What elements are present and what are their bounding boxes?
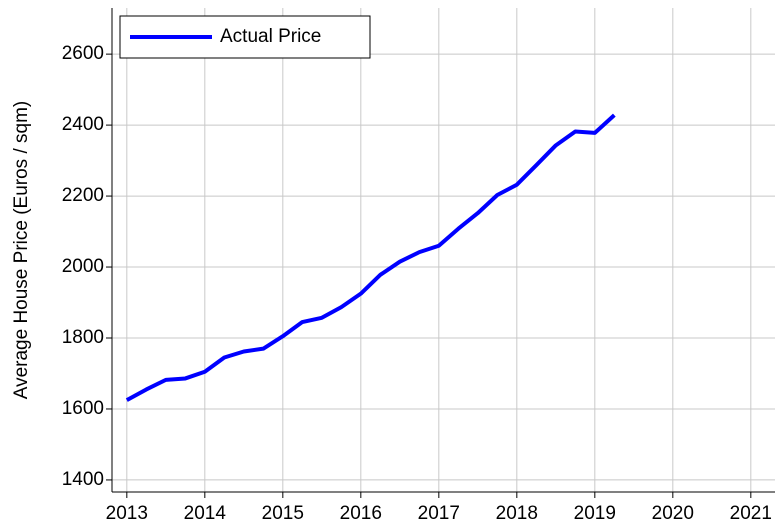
x-tick-label: 2014 (184, 503, 227, 524)
x-tick-label: 2013 (106, 503, 148, 524)
x-tick-label: 2019 (574, 503, 616, 524)
x-tick-label: 2015 (262, 503, 304, 524)
y-tick-label: 2000 (62, 256, 104, 277)
y-tick-label: 1400 (62, 469, 104, 490)
y-tick-label: 2400 (62, 114, 104, 135)
y-tick-label: 1600 (62, 398, 104, 419)
x-tick-label: 2018 (496, 503, 538, 524)
price-line (125, 113, 616, 402)
legend-label: Actual Price (220, 26, 321, 47)
x-tick-label: 2020 (652, 503, 694, 524)
x-tick-label: 2017 (418, 503, 460, 524)
y-axis-label: Average House Price (Euros / sqm) (11, 101, 32, 400)
x-tick-label: 2016 (340, 503, 382, 524)
y-tick-label: 2200 (62, 185, 104, 206)
x-tick-label: 2021 (730, 503, 772, 524)
y-tick-label: 2600 (62, 43, 104, 64)
y-tick-label: 1800 (62, 327, 104, 348)
